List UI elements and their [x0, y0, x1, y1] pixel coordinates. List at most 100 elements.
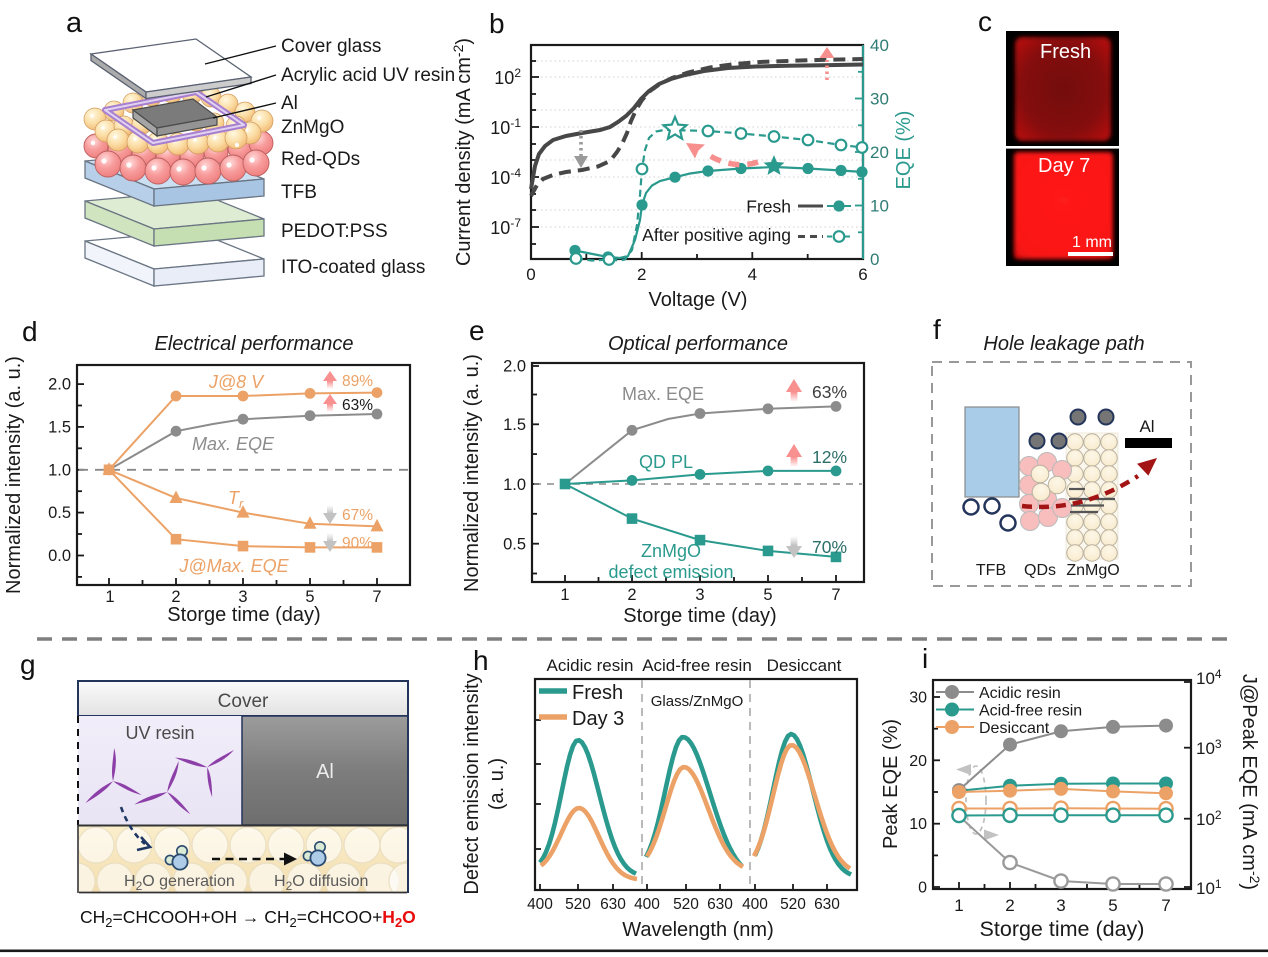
svg-text:20: 20: [870, 143, 889, 162]
svg-text:Day 7: Day 7: [1038, 155, 1090, 177]
svg-text:90%: 90%: [342, 535, 373, 552]
svg-text:630: 630: [814, 896, 840, 913]
svg-text:12%: 12%: [812, 447, 847, 467]
svg-text:0: 0: [526, 265, 535, 284]
svg-text:10: 10: [870, 197, 889, 216]
svg-text:Storge time (day): Storge time (day): [623, 605, 776, 627]
svg-text:520: 520: [673, 896, 699, 913]
svg-text:Storge time (day): Storge time (day): [167, 604, 320, 626]
svg-text:1.5: 1.5: [48, 419, 71, 437]
svg-text:1 mm: 1 mm: [1072, 234, 1112, 251]
svg-text:30: 30: [909, 690, 927, 707]
svg-text:Acidic resin: Acidic resin: [979, 685, 1061, 702]
svg-text:Wavelength (nm): Wavelength (nm): [622, 919, 774, 941]
svg-text:63%: 63%: [342, 397, 373, 414]
svg-text:defect emission: defect emission: [608, 562, 733, 582]
svg-text:101: 101: [1196, 877, 1222, 898]
svg-text:Glass/ZnMgO: Glass/ZnMgO: [651, 693, 744, 710]
svg-text:5: 5: [763, 586, 772, 604]
svg-text:ZnMgO: ZnMgO: [1066, 562, 1119, 579]
svg-text:10: 10: [909, 816, 927, 833]
svg-text:1: 1: [560, 586, 569, 604]
svg-text:J@Max. EQE: J@Max. EQE: [178, 556, 289, 576]
svg-text:7: 7: [831, 586, 840, 604]
svg-text:Red-QDs: Red-QDs: [281, 149, 360, 170]
svg-text:5: 5: [305, 588, 314, 606]
svg-text:0.5: 0.5: [503, 536, 526, 554]
svg-text:a: a: [66, 7, 83, 39]
svg-text:Acidic resin: Acidic resin: [547, 656, 634, 675]
svg-text:Tr: Tr: [228, 488, 244, 511]
svg-text:102: 102: [1196, 808, 1222, 829]
svg-text:QDs: QDs: [1024, 562, 1056, 579]
svg-text:H2O diffusion: H2O diffusion: [274, 873, 368, 893]
svg-text:1: 1: [954, 896, 963, 915]
svg-text:Storge time (day): Storge time (day): [980, 917, 1145, 941]
svg-text:2: 2: [171, 588, 180, 606]
svg-text:Cover: Cover: [218, 691, 269, 712]
svg-text:h: h: [473, 645, 489, 676]
svg-text:(a. u.): (a. u.): [486, 758, 508, 810]
svg-text:89%: 89%: [342, 373, 373, 390]
svg-text:3: 3: [238, 588, 247, 606]
svg-text:Acid-free resin: Acid-free resin: [979, 703, 1082, 720]
svg-text:H2O generation: H2O generation: [124, 873, 235, 893]
svg-text:d: d: [22, 316, 38, 347]
svg-text:Fresh: Fresh: [746, 197, 791, 217]
svg-text:2: 2: [637, 265, 646, 284]
svg-text:3: 3: [1056, 896, 1065, 915]
svg-text:Peak EQE (%): Peak EQE (%): [880, 719, 902, 849]
svg-text:CH2=CHCOOH+OH → CH2=CHCOO+H2O: CH2=CHCOOH+OH → CH2=CHCOO+H2O: [80, 907, 416, 930]
svg-text:40: 40: [870, 36, 889, 55]
svg-text:2: 2: [1005, 896, 1014, 915]
svg-text:30: 30: [870, 90, 889, 109]
svg-text:630: 630: [600, 896, 626, 913]
svg-text:Optical performance: Optical performance: [608, 333, 788, 355]
svg-text:Desiccant: Desiccant: [767, 656, 842, 675]
svg-text:520: 520: [565, 896, 591, 913]
svg-text:5: 5: [1108, 896, 1117, 915]
svg-text:Al: Al: [281, 93, 298, 114]
svg-text:PEDOT:PSS: PEDOT:PSS: [281, 221, 388, 242]
svg-text:Normalized intensity (a. u.): Normalized intensity (a. u.): [461, 354, 483, 592]
svg-text:Electrical performance: Electrical performance: [155, 333, 354, 355]
svg-text:4: 4: [748, 265, 757, 284]
svg-text:Max. EQE: Max. EQE: [192, 434, 275, 454]
svg-text:Max. EQE: Max. EQE: [622, 384, 704, 404]
svg-text:Desiccant: Desiccant: [979, 720, 1050, 737]
svg-text:20: 20: [909, 753, 927, 770]
svg-text:ZnMgO: ZnMgO: [281, 117, 344, 138]
svg-text:10-1: 10-1: [490, 116, 521, 138]
svg-text:400: 400: [527, 896, 553, 913]
svg-text:i: i: [922, 643, 928, 674]
svg-text:Acid-free resin: Acid-free resin: [642, 656, 752, 675]
svg-text:After positive aging: After positive aging: [642, 225, 791, 245]
svg-text:67%: 67%: [342, 507, 373, 524]
svg-text:63%: 63%: [812, 382, 847, 402]
svg-text:EQE (%): EQE (%): [893, 111, 915, 190]
svg-text:10-4: 10-4: [490, 166, 521, 188]
svg-text:Fresh: Fresh: [572, 682, 623, 704]
svg-text:0: 0: [918, 880, 927, 897]
svg-text:1.0: 1.0: [503, 476, 526, 494]
svg-text:Al: Al: [1139, 417, 1154, 436]
svg-text:QD PL: QD PL: [639, 452, 693, 472]
svg-text:400: 400: [742, 896, 768, 913]
svg-text:10-7: 10-7: [490, 216, 521, 238]
svg-text:7: 7: [372, 588, 381, 606]
svg-text:2.0: 2.0: [503, 358, 526, 376]
svg-text:103: 103: [1196, 737, 1222, 758]
svg-text:Current density (mA cm-2): Current density (mA cm-2): [450, 38, 475, 266]
svg-text:Fresh: Fresh: [1040, 41, 1091, 63]
svg-text:400: 400: [634, 896, 660, 913]
svg-text:f: f: [933, 314, 941, 345]
svg-text:e: e: [469, 315, 485, 346]
svg-text:J@8 V: J@8 V: [208, 372, 265, 392]
svg-text:Day 3: Day 3: [572, 708, 624, 730]
svg-text:Normalized intensity (a. u.): Normalized intensity (a. u.): [3, 356, 25, 594]
svg-text:UV resin: UV resin: [125, 723, 194, 743]
svg-text:3: 3: [695, 586, 704, 604]
svg-text:ZnMgO: ZnMgO: [641, 541, 701, 561]
svg-text:102: 102: [494, 66, 521, 88]
svg-text:104: 104: [1196, 667, 1222, 688]
